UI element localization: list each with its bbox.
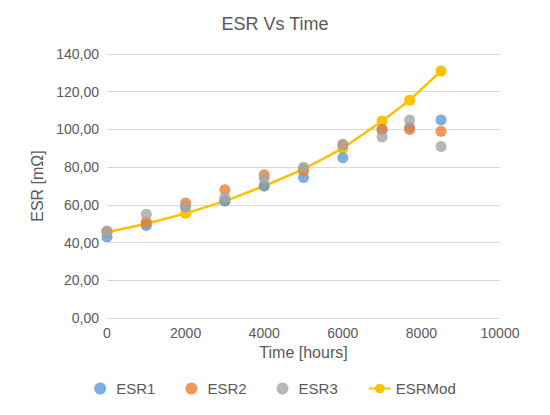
svg-text:10000: 10000 [481,325,520,341]
svg-text:ESR Vs Time: ESR Vs Time [221,14,328,34]
svg-text:ESR [mΩ]: ESR [mΩ] [29,150,46,222]
svg-text:8000: 8000 [406,325,437,341]
svg-text:Time [hours]: Time [hours] [259,344,347,361]
svg-text:40,00: 40,00 [64,235,99,251]
svg-text:ESR1: ESR1 [116,380,155,397]
svg-text:4000: 4000 [249,325,280,341]
svg-text:120,00: 120,00 [56,84,99,100]
svg-text:6000: 6000 [327,325,358,341]
svg-text:2000: 2000 [170,325,201,341]
svg-text:140,00: 140,00 [56,46,99,62]
svg-text:ESR2: ESR2 [207,380,246,397]
svg-text:80,00: 80,00 [64,159,99,175]
svg-text:ESR3: ESR3 [299,380,338,397]
svg-text:100,00: 100,00 [56,121,99,137]
svg-text:0,00: 0,00 [72,310,99,326]
svg-text:ESRMod: ESRMod [396,380,456,397]
svg-text:60,00: 60,00 [64,197,99,213]
svg-text:20,00: 20,00 [64,272,99,288]
svg-text:0: 0 [103,325,111,341]
